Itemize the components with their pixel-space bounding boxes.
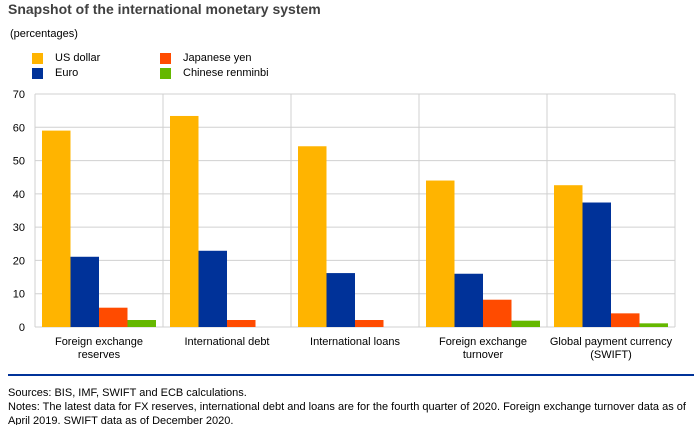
legend-label: Chinese renminbi (183, 67, 269, 79)
bar-chinese-renminbi (127, 320, 156, 327)
y-tick-label: 30 (13, 222, 25, 234)
bar-chinese-renminbi (639, 323, 668, 327)
y-tick-label: 50 (13, 156, 25, 168)
bar-japanese-yen (227, 320, 256, 327)
y-tick-label: 20 (13, 255, 25, 267)
bar-japanese-yen (355, 320, 384, 327)
bar-euro (198, 250, 227, 327)
x-category-label: (SWIFT) (590, 349, 632, 361)
sources-text: Sources: BIS, IMF, SWIFT and ECB calcula… (8, 387, 247, 399)
legend-label: Japanese yen (183, 52, 252, 64)
y-tick-label: 70 (13, 89, 25, 101)
y-tick-label: 60 (13, 122, 25, 134)
y-tick-label: 40 (13, 189, 25, 201)
legend-swatch (32, 52, 43, 64)
chart-title: Snapshot of the international monetary s… (8, 1, 321, 17)
legend-label: Euro (55, 67, 79, 79)
bar-us-dollar (170, 115, 199, 328)
x-category-label: Global payment currency (550, 336, 673, 348)
legend-item: Chinese renminbi (160, 67, 269, 79)
x-category-label: International loans (310, 336, 400, 348)
x-category-label: Foreign exchange (439, 336, 527, 348)
legend-swatch (160, 52, 171, 64)
bar-euro (326, 273, 355, 327)
x-category-label: reserves (78, 349, 121, 361)
legend-swatch (160, 67, 171, 79)
notes-text: Notes: The latest data for FX reserves, … (8, 401, 686, 425)
legend-item: Japanese yen (160, 52, 252, 64)
y-tick-label: 10 (13, 289, 25, 301)
x-category-label: turnover (463, 349, 504, 361)
y-tick-label: 0 (19, 322, 25, 334)
bar-japanese-yen (611, 313, 640, 327)
bar-us-dollar (42, 130, 71, 327)
chart-notes: Sources: BIS, IMF, SWIFT and ECB calcula… (8, 386, 698, 425)
bar-euro (70, 256, 99, 327)
x-category-label: International debt (184, 336, 269, 348)
unit-label: (percentages) (10, 28, 78, 40)
bar-us-dollar (554, 185, 583, 327)
bar-us-dollar (426, 180, 455, 327)
legend-item: US dollar (32, 52, 100, 64)
bar-japanese-yen (483, 299, 512, 327)
x-category-label: Foreign exchange (55, 336, 143, 348)
bar-chinese-renminbi (511, 320, 540, 327)
legend-item: Euro (32, 67, 78, 79)
legend-swatch (32, 67, 43, 79)
bar-euro (454, 273, 483, 327)
bar-euro (582, 202, 611, 327)
legend-label: US dollar (55, 52, 101, 64)
bar-japanese-yen (99, 307, 128, 327)
bar-us-dollar (298, 146, 327, 327)
divider-rule (8, 374, 694, 376)
